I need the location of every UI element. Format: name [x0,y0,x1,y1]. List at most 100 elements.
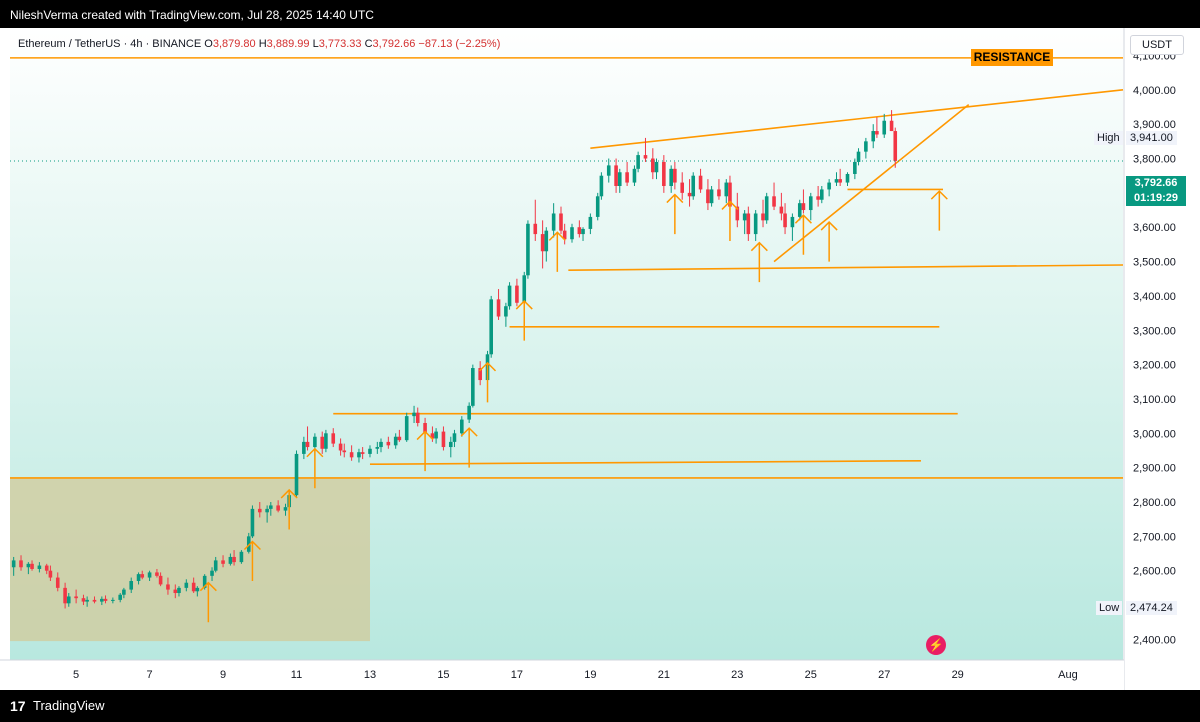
flash-icon[interactable]: ⚡ [926,635,946,655]
candle-body [283,507,288,511]
candle-body [819,189,824,200]
candle-body [30,563,34,569]
candle-body [100,598,104,602]
candle-body [195,587,200,592]
candle-body [632,168,637,183]
candle-body [349,452,354,458]
candle-body [856,151,861,162]
candle-body [19,560,23,568]
support-line-2910 [369,459,921,466]
up-arrow-icon [478,361,497,403]
candle-body [779,206,784,214]
candle-body [570,227,574,240]
symbol-label: Ethereum / TetherUS · 4h · BINANCE [18,38,202,50]
candle-body [614,165,618,186]
candle-body [448,441,453,448]
candle-body [155,572,159,576]
candle-body [397,436,402,441]
candle-body [393,436,398,446]
candle-body [44,565,49,571]
up-arrow-icon [750,241,768,283]
candle-body [213,560,218,571]
tradingview-logo-icon: 17 [10,698,26,714]
candle-body [250,508,255,537]
candle-body [228,556,233,564]
candle-body [103,598,108,601]
candle-body [63,587,67,604]
candle-body [147,572,152,578]
y-tick-label: 3,500.00 [1133,257,1176,269]
low-marker-value: 2,474.24 [1126,601,1177,615]
candle-body [625,172,629,183]
candle-body [269,505,273,509]
candle-body [797,203,802,217]
up-arrow-icon [548,231,566,272]
candle-body [816,196,820,200]
candle-body [210,570,214,576]
candle-body [522,275,527,303]
candle-body [360,452,365,454]
open-value: 3,879.80 [212,38,256,50]
low-value: 3,773.33 [318,38,362,50]
candle-body [581,228,585,235]
high-label: H [258,38,267,50]
candle-body [140,574,145,578]
candle-body [504,306,508,317]
x-tick-label: 7 [147,669,153,681]
x-tick-label: Aug [1058,669,1078,681]
candle-body [173,589,178,594]
x-tick-label: 29 [952,669,964,681]
candle-body [191,582,196,592]
candle-body [122,589,126,595]
candle-body [636,155,640,169]
candle-body [423,423,427,434]
candle-body [467,405,471,420]
x-tick-label: 11 [291,669,302,681]
y-tick-label: 3,800.00 [1133,154,1176,166]
x-tick-label: 25 [805,669,817,681]
high-marker-value: 3,941.00 [1126,131,1177,145]
candle-body [753,213,758,235]
candle-body [845,173,850,183]
candle-body [864,141,868,152]
candle-body [559,213,563,231]
resistance-label: RESISTANCE [971,49,1053,66]
y-tick-label: 3,200.00 [1133,360,1176,372]
candle-body [221,560,225,564]
candle-body [764,196,769,221]
candle-body [375,447,380,449]
candle-body [232,556,236,563]
up-arrow-icon [515,300,533,341]
x-tick-label: 5 [73,669,79,681]
low-label: L [312,38,319,50]
candle-body [265,508,269,513]
x-tick-label: 17 [511,669,523,681]
candle-body [662,161,666,186]
candle-body [643,155,648,159]
x-tick-label: 13 [364,669,376,681]
candle-body [724,182,729,197]
high-value: 3,889.99 [266,38,310,50]
candle-body [11,560,16,568]
candle-body [166,584,170,590]
candle-body [562,230,567,240]
y-tick-label: 2,700.00 [1133,531,1176,543]
candle-body [783,213,787,228]
y-tick-label: 3,000.00 [1133,428,1176,440]
candle-body [434,431,438,439]
candle-body [772,196,776,207]
candle-body [386,441,391,446]
candle-body [246,536,251,552]
last-price-value: 3,792.66 [1134,177,1178,189]
candle-body [526,223,530,276]
candle-body [717,189,721,197]
candle-body [515,285,519,303]
up-arrow-icon [930,190,948,231]
candle-body [838,179,842,183]
candle-body [533,223,538,235]
ohlc-legend: Ethereum / TetherUS · 4h · BINANCE O3,87… [18,38,500,50]
candle-body [460,419,464,434]
x-tick-label: 15 [437,669,449,681]
currency-selector[interactable]: USDT [1130,35,1184,55]
